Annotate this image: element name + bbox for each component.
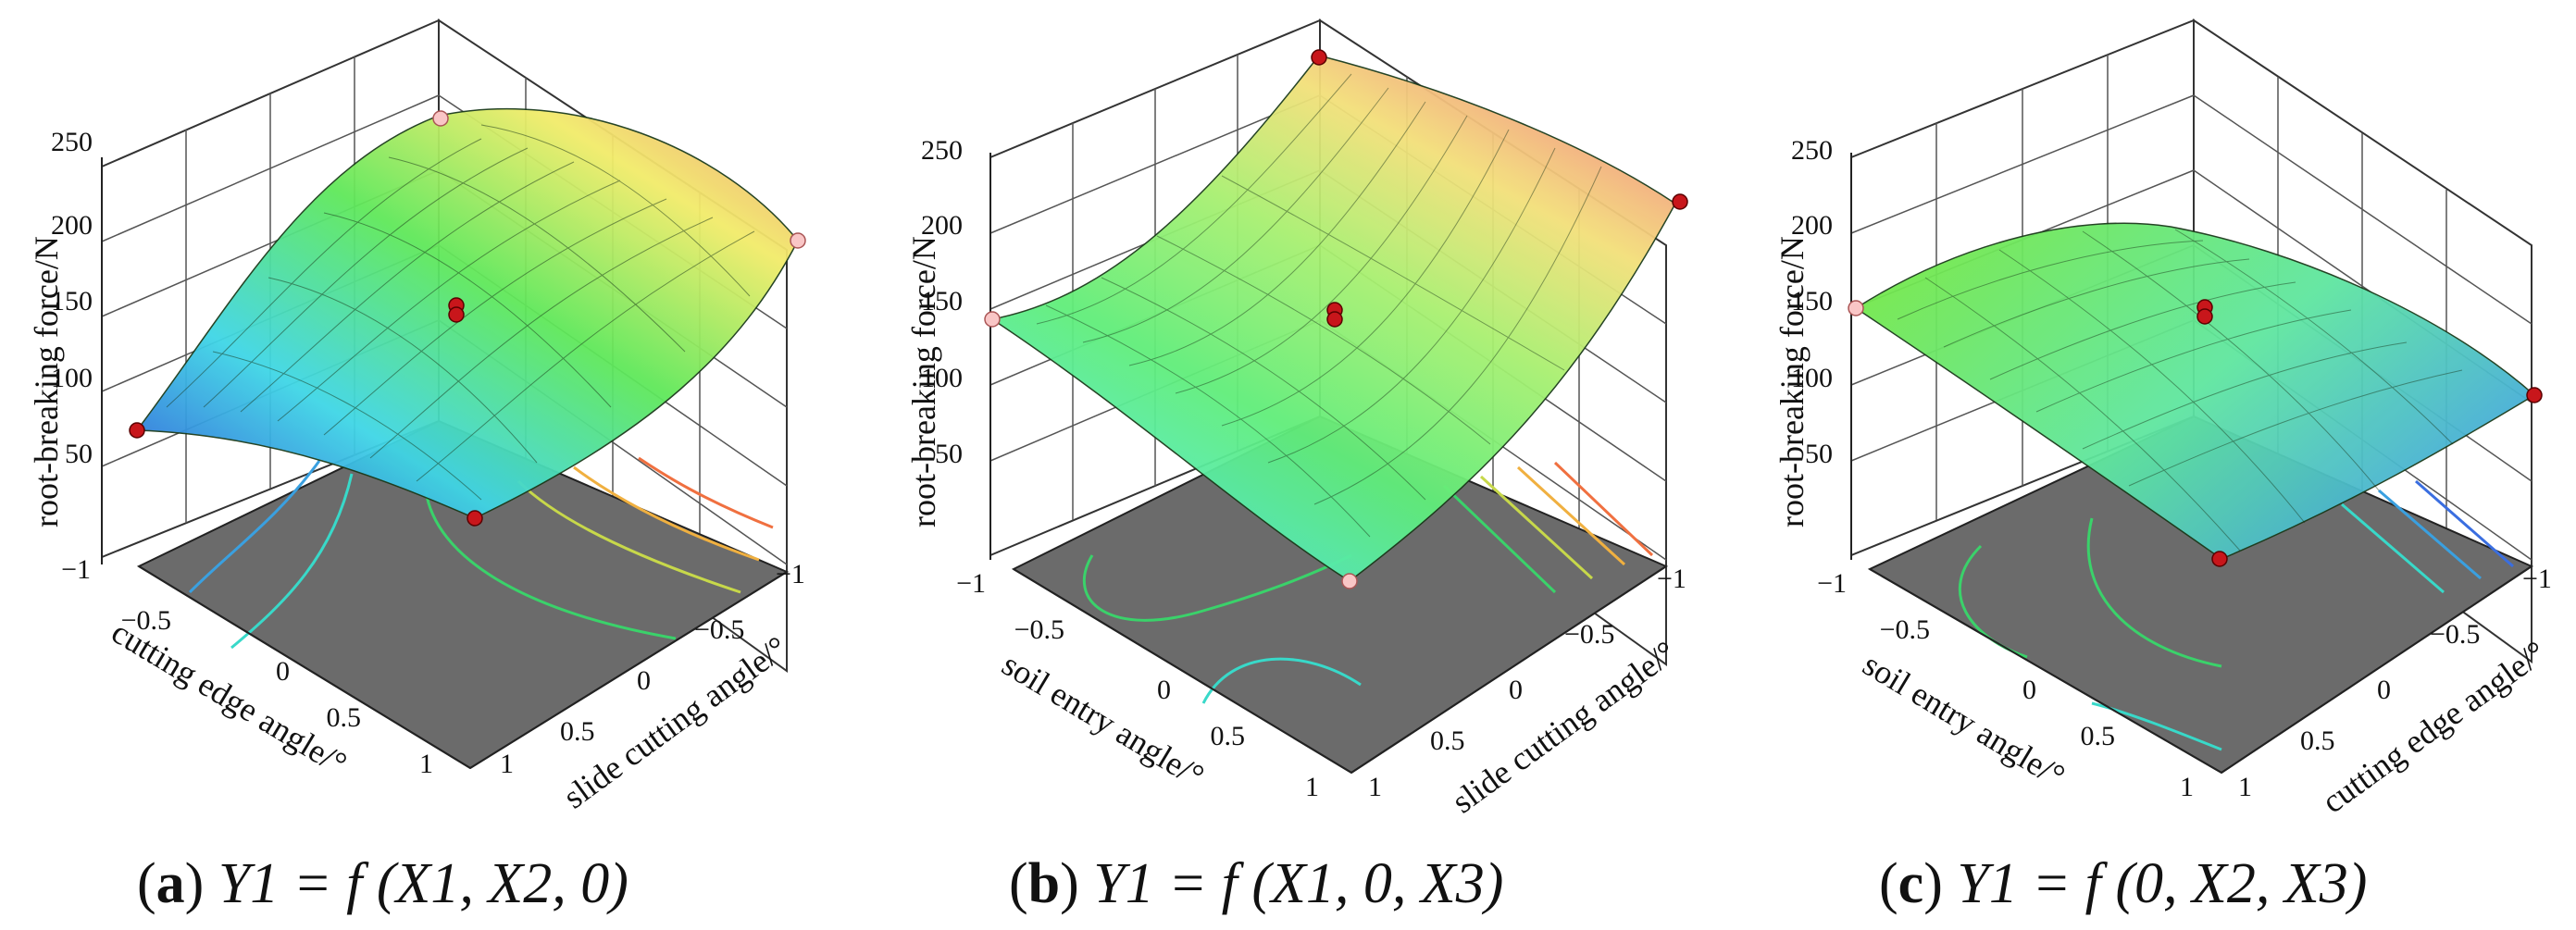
- front-right-axis-edge: [1350, 565, 1667, 774]
- w-tick-label: −1: [1657, 564, 1686, 594]
- x-tick-label: −0.5: [1014, 614, 1064, 645]
- design-point: [2526, 387, 2543, 403]
- caption-a: (a) Y1 = f (X1, X2, 0): [137, 852, 628, 915]
- x-tick-label: 1: [419, 749, 433, 779]
- z-axis-title: root-breaking force/N: [1773, 236, 1811, 527]
- z-axis-title: root-breaking force/N: [28, 236, 65, 527]
- design-point: [467, 510, 483, 527]
- w-tick-label: −0.5: [1564, 619, 1614, 650]
- caption-label: a: [156, 852, 185, 915]
- front-left-axis-edge: [1869, 568, 2222, 774]
- design-point: [1848, 300, 1864, 316]
- design-point-center: [2196, 308, 2213, 325]
- w-tick-label: −1: [2522, 564, 2552, 594]
- response-surface: [135, 107, 799, 519]
- w-tick-label: 0: [637, 665, 651, 696]
- front-left-axis-edge: [1013, 568, 1352, 774]
- z-tick-label: 100: [1791, 363, 1833, 393]
- caption-c: (c) Y1 = f (0, X2, X3): [1879, 852, 2367, 915]
- design-point: [984, 311, 1001, 328]
- z-tick-label: 250: [1791, 135, 1833, 166]
- panel-c: 250 200 150 100 50 root-breaking force/N…: [1773, 19, 2553, 915]
- x-tick-label: 0: [1157, 675, 1171, 705]
- z-tick-label: 50: [1805, 439, 1833, 469]
- x-tick-label: 1: [1305, 772, 1319, 802]
- z-tick-label: 100: [921, 363, 963, 393]
- x-tick-label: 0: [276, 656, 290, 687]
- x-tick-label: 1: [2180, 772, 2194, 802]
- z-tick-label: 50: [935, 439, 963, 469]
- w-tick-label: −0.5: [2430, 619, 2480, 650]
- caption-formula: Y1 = f (0, X2, X3): [1957, 852, 2367, 915]
- w-tick-label: 1: [2238, 772, 2252, 802]
- design-point-center: [1326, 311, 1343, 328]
- panel-a: 250 200 150 100 50 root-breaking force/N…: [28, 19, 806, 915]
- design-point-center: [448, 306, 465, 323]
- w-tick-label: 0.5: [1430, 725, 1465, 756]
- x-tick-labels: −1 −0.5 0 0.5 1: [956, 568, 1319, 802]
- surface-mesh: [1036, 73, 1602, 538]
- z-tick-label: 100: [51, 363, 93, 393]
- caption-b: (b) Y1 = f (X1, 0, X3): [1009, 852, 1503, 915]
- z-tick-label: 150: [51, 286, 93, 316]
- x-tick-label: −0.5: [121, 605, 171, 636]
- surface-mesh: [1897, 229, 2463, 552]
- x-tick-label: 0.5: [1211, 721, 1246, 751]
- design-point: [1672, 193, 1688, 210]
- caption-label: b: [1028, 852, 1060, 915]
- design-point: [1311, 49, 1327, 66]
- design-point: [129, 422, 145, 439]
- z-tick-label: 200: [1791, 210, 1833, 241]
- z-tick-labels: 250 200 150 100 50: [921, 135, 963, 469]
- z-tick-label: 200: [921, 210, 963, 241]
- w-tick-label: 0.5: [560, 716, 595, 747]
- x-tick-label: 0.5: [2081, 721, 2116, 751]
- design-point: [1341, 573, 1358, 589]
- z-tick-label: 200: [51, 210, 93, 241]
- x-tick-labels: −1 −0.5 0 0.5 1: [61, 554, 433, 779]
- z-tick-label: 150: [1791, 286, 1833, 316]
- z-tick-label: 150: [921, 286, 963, 316]
- w-tick-label: 0: [1509, 675, 1523, 705]
- surface-mesh: [166, 124, 755, 501]
- front-left-axis-edge: [138, 565, 471, 769]
- x-tick-label: 0.5: [327, 702, 362, 733]
- x-tick-labels: −1 −0.5 0 0.5 1: [1817, 568, 2194, 802]
- front-right-axis-edge: [469, 571, 788, 769]
- caption-formula: Y1 = f (X1, 0, X3): [1093, 852, 1503, 915]
- z-tick-labels: 250 200 150 100 50: [1791, 135, 1833, 469]
- x-tick-label: −0.5: [1880, 614, 1930, 645]
- z-tick-label: 50: [65, 439, 93, 469]
- x-tick-label: 0: [2022, 675, 2036, 705]
- w-tick-labels: 1 0.5 0 −0.5 −1: [2238, 564, 2552, 802]
- design-point: [2211, 551, 2228, 567]
- contour-lines: [1082, 461, 1654, 704]
- w-tick-label: 1: [1368, 772, 1382, 802]
- w-tick-label: 0: [2377, 675, 2391, 705]
- z-tick-label: 250: [921, 135, 963, 166]
- design-point: [432, 110, 449, 127]
- x-tick-label: −1: [956, 568, 986, 599]
- panel-b: 250 200 150 100 50 root-breaking force/N…: [905, 19, 1688, 915]
- z-tick-label: 250: [51, 127, 93, 157]
- caption-formula: Y1 = f (X1, X2, 0): [218, 852, 628, 915]
- w-tick-labels: 1 0.5 0 −0.5 −1: [500, 559, 805, 779]
- x-tick-label: −1: [61, 554, 91, 585]
- w-tick-labels: 1 0.5 0 −0.5 −1: [1368, 564, 1686, 802]
- w-tick-label: −1: [776, 559, 805, 589]
- z-tick-labels: 250 200 150 100 50: [51, 127, 93, 469]
- w-tick-label: 0.5: [2300, 725, 2335, 756]
- design-point: [790, 232, 806, 249]
- contour-lines: [188, 456, 774, 650]
- w-tick-label: −0.5: [694, 614, 744, 645]
- front-right-axis-edge: [2221, 565, 2532, 774]
- caption-label: c: [1898, 852, 1924, 915]
- x-tick-label: −1: [1817, 568, 1847, 599]
- w-tick-label: 1: [500, 749, 514, 779]
- z-axis-title: root-breaking force/N: [905, 236, 942, 527]
